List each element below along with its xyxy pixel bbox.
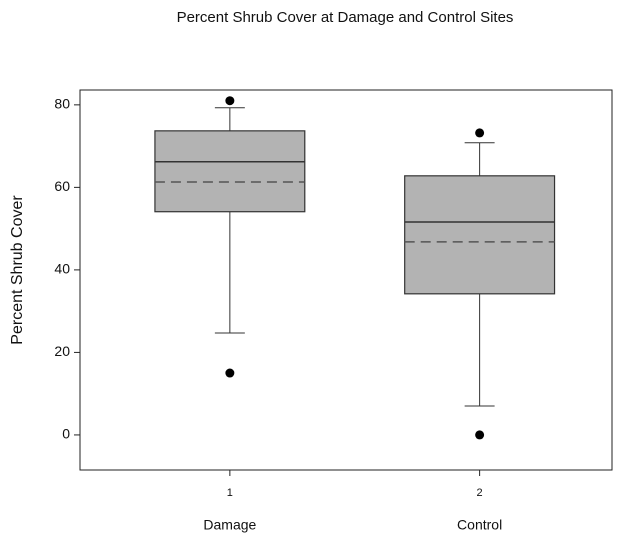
y-tick-label: 40 [54, 261, 70, 277]
y-axis-label: Percent Shrub Cover [9, 195, 26, 345]
x-tick-label: 1 [227, 487, 233, 499]
y-tick-label: 80 [54, 96, 70, 112]
category-label: Damage [203, 517, 256, 533]
box [154, 130, 306, 213]
outlier [225, 368, 235, 378]
plot-frame [79, 89, 613, 471]
chart-title: Percent Shrub Cover at Damage and Contro… [177, 9, 514, 26]
x-tick-label: 2 [477, 487, 483, 499]
y-tick-label: 20 [54, 343, 70, 359]
box [404, 175, 556, 295]
y-tick-label: 0 [62, 426, 70, 442]
y-tick-label: 60 [54, 178, 70, 194]
outlier [475, 430, 485, 440]
outlier [225, 96, 235, 106]
category-label: Control [457, 517, 502, 533]
outlier [475, 128, 485, 138]
